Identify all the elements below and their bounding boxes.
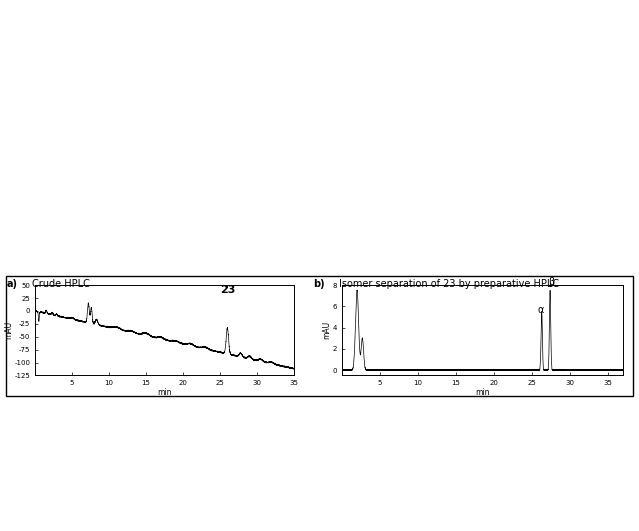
Text: Isomer separation of 23 by preparative HPLC: Isomer separation of 23 by preparative H… — [339, 279, 558, 289]
X-axis label: min: min — [475, 388, 489, 397]
Text: b): b) — [313, 279, 325, 289]
Y-axis label: mAU: mAU — [4, 321, 13, 339]
Y-axis label: mAU: mAU — [322, 321, 331, 339]
Text: α: α — [538, 305, 544, 315]
Text: 23: 23 — [220, 286, 235, 295]
Text: a): a) — [6, 279, 17, 289]
X-axis label: min: min — [157, 388, 172, 397]
Text: Crude HPLC: Crude HPLC — [32, 279, 90, 289]
Text: β: β — [548, 277, 554, 287]
